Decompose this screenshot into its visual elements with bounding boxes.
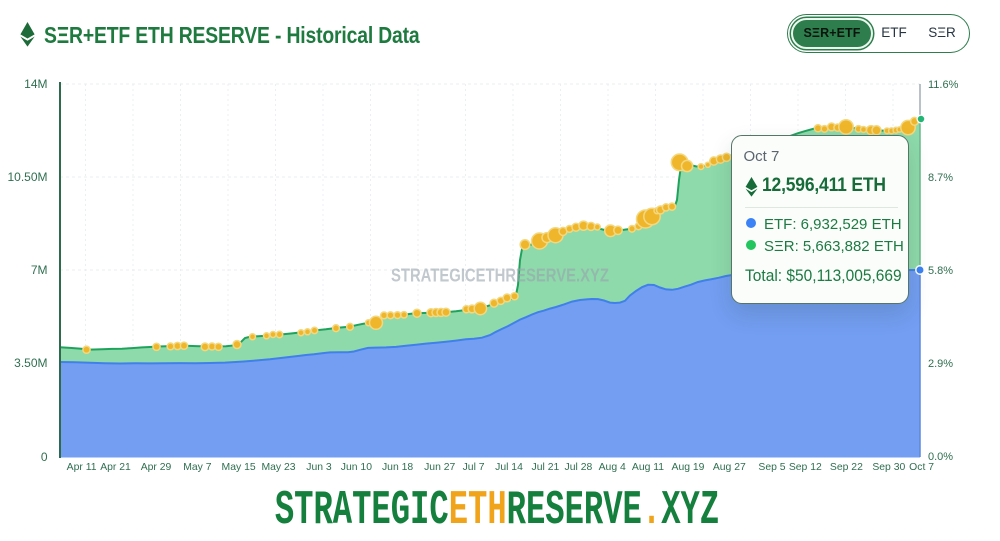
svg-text:11.6%: 11.6% — [928, 79, 959, 91]
svg-text:Sep 30: Sep 30 — [872, 462, 905, 473]
svg-text:Jul 14: Jul 14 — [495, 462, 523, 473]
svg-text:3.50M: 3.50M — [14, 356, 47, 370]
svg-text:7M: 7M — [31, 263, 48, 277]
svg-text:Jun 3: Jun 3 — [306, 462, 332, 473]
svg-text:Oct 7: Oct 7 — [909, 462, 934, 473]
svg-text:0.0%: 0.0% — [928, 451, 953, 463]
svg-text:Jun 18: Jun 18 — [382, 462, 413, 473]
svg-text:8.7%: 8.7% — [928, 172, 953, 184]
svg-text:May 23: May 23 — [261, 462, 295, 473]
svg-text:10.50M: 10.50M — [7, 170, 47, 184]
svg-text:May 15: May 15 — [222, 462, 256, 473]
svg-text:STRATEGICETHRESERVE.XYZ: STRATEGICETHRESERVE.XYZ — [391, 266, 609, 286]
svg-text:14M: 14M — [24, 77, 47, 91]
svg-text:Sep 12: Sep 12 — [789, 462, 822, 473]
svg-text:Jul 7: Jul 7 — [463, 462, 485, 473]
svg-text:Apr 29: Apr 29 — [141, 462, 172, 473]
svg-text:5.8%: 5.8% — [928, 265, 953, 277]
svg-text:Aug 11: Aug 11 — [632, 462, 664, 473]
svg-text:Jun 10: Jun 10 — [341, 462, 372, 473]
svg-text:0: 0 — [41, 450, 48, 464]
svg-text:Jun 27: Jun 27 — [424, 462, 455, 473]
svg-text:Apr 11: Apr 11 — [67, 462, 97, 473]
svg-text:May 7: May 7 — [183, 462, 212, 473]
svg-text:Jul 28: Jul 28 — [565, 462, 593, 473]
svg-text:Aug 4: Aug 4 — [599, 462, 626, 473]
svg-text:Jul 21: Jul 21 — [532, 462, 560, 473]
svg-text:2.9%: 2.9% — [928, 358, 953, 370]
svg-text:Sep 22: Sep 22 — [830, 462, 863, 473]
svg-text:Aug 27: Aug 27 — [713, 462, 746, 473]
svg-text:Aug 19: Aug 19 — [672, 462, 705, 473]
svg-text:Apr 21: Apr 21 — [100, 462, 131, 473]
svg-text:Sep 5: Sep 5 — [758, 462, 785, 473]
